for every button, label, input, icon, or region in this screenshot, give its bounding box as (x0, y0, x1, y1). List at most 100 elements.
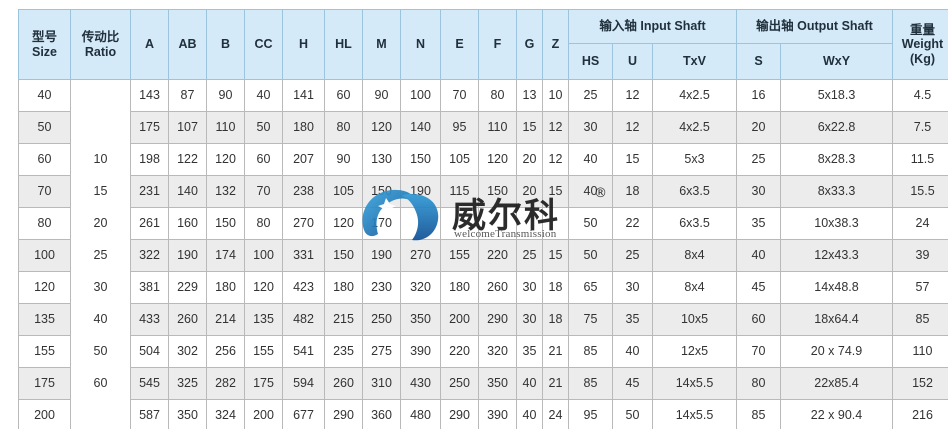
col-header-hl: HL (324, 9, 363, 80)
col-header-ratio: 传动比 Ratio (70, 9, 131, 80)
cell-b: 132 (206, 175, 245, 208)
ratio-value: 50 (93, 344, 108, 359)
cell-weight: 85 (892, 303, 948, 336)
cell-b: 324 (206, 399, 245, 429)
cell-f: 150 (478, 175, 517, 208)
col-header-weight-en: Weight (901, 37, 944, 52)
cell-f (478, 207, 517, 240)
cell-n: 390 (400, 335, 441, 368)
cell-h: 141 (282, 79, 325, 112)
cell-a: 231 (130, 175, 169, 208)
cell-ab: 350 (168, 399, 207, 429)
cell-hl: 180 (324, 271, 363, 304)
cell-s: 35 (736, 207, 781, 240)
cell-wxy: 10x38.3 (780, 207, 893, 240)
ratio-value: 25 (93, 248, 108, 263)
cell-u: 40 (612, 335, 653, 368)
col-header-a: A (130, 9, 169, 80)
cell-z: 24 (542, 399, 569, 429)
cell-h: 677 (282, 399, 325, 429)
cell-a: 198 (130, 143, 169, 176)
cell-size: 100 (18, 239, 71, 272)
col-header-z: Z (542, 9, 569, 80)
cell-f: 320 (478, 335, 517, 368)
cell-u: 25 (612, 239, 653, 272)
cell-hl: 80 (324, 111, 363, 144)
cell-hs: 95 (568, 399, 613, 429)
cell-e: 115 (440, 175, 479, 208)
cell-h: 207 (282, 143, 325, 176)
cell-wxy: 22x85.4 (780, 367, 893, 400)
cell-size: 155 (18, 335, 71, 368)
cell-g: 25 (516, 239, 543, 272)
cell-ab: 260 (168, 303, 207, 336)
cell-n: 350 (400, 303, 441, 336)
cell-s: 85 (736, 399, 781, 429)
cell-u: 30 (612, 271, 653, 304)
cell-e: 70 (440, 79, 479, 112)
cell-m: 130 (362, 143, 401, 176)
cell-e: 290 (440, 399, 479, 429)
cell-g: 30 (516, 303, 543, 336)
cell-a: 322 (130, 239, 169, 272)
cell-cc: 200 (244, 399, 283, 429)
cell-z: 12 (542, 143, 569, 176)
cell-m: 190 (362, 239, 401, 272)
cell-z: 12 (542, 111, 569, 144)
table-row: 200 587 350 324 200 677 290 360 480 290 390 40 24 95 5… (18, 399, 948, 429)
ratio-value: 10 (93, 152, 108, 167)
cell-a: 587 (130, 399, 169, 429)
cell-b: 150 (206, 207, 245, 240)
cell-g: 30 (516, 271, 543, 304)
cell-b: 180 (206, 271, 245, 304)
table-row: 100 25 322 190 174 100 331 150 190 270 155 220 25 15 5… (18, 239, 948, 272)
cell-weight: 216 (892, 399, 948, 429)
cell-b: 256 (206, 335, 245, 368)
cell-ab: 160 (168, 207, 207, 240)
col-header-e: E (440, 9, 479, 80)
cell-txv: 4x2.5 (652, 79, 737, 112)
cell-wxy: 12x43.3 (780, 239, 893, 272)
cell-weight: 110 (892, 335, 948, 368)
cell-size: 60 (18, 143, 71, 176)
cell-n: 100 (400, 79, 441, 112)
cell-a: 545 (130, 367, 169, 400)
cell-u: 18 (612, 175, 653, 208)
cell-hs: 30 (568, 111, 613, 144)
cell-f: 110 (478, 111, 517, 144)
cell-size: 175 (18, 367, 71, 400)
cell-u: 22 (612, 207, 653, 240)
cell-cc: 50 (244, 111, 283, 144)
cell-hs: 25 (568, 79, 613, 112)
cell-e: 155 (440, 239, 479, 272)
cell-u: 35 (612, 303, 653, 336)
cell-m: 230 (362, 271, 401, 304)
cell-a: 433 (130, 303, 169, 336)
cell-f: 350 (478, 367, 517, 400)
cell-txv: 6x3.5 (652, 207, 737, 240)
cell-size: 40 (18, 79, 71, 112)
cell-hl: 235 (324, 335, 363, 368)
cell-size: 120 (18, 271, 71, 304)
cell-ratio: 10 (70, 143, 131, 176)
cell-a: 175 (130, 111, 169, 144)
cell-s: 40 (736, 239, 781, 272)
col-header-cc: CC (244, 9, 283, 80)
cell-size: 135 (18, 303, 71, 336)
cell-s: 60 (736, 303, 781, 336)
cell-u: 12 (612, 79, 653, 112)
cell-hs: 65 (568, 271, 613, 304)
cell-hs: 50 (568, 207, 613, 240)
cell-ratio (70, 399, 131, 429)
cell-z: 21 (542, 335, 569, 368)
cell-e: 105 (440, 143, 479, 176)
cell-hl: 120 (324, 207, 363, 240)
cell-txv: 4x2.5 (652, 111, 737, 144)
cell-b: 90 (206, 79, 245, 112)
cell-s: 16 (736, 79, 781, 112)
cell-f: 80 (478, 79, 517, 112)
cell-txv: 14x5.5 (652, 367, 737, 400)
cell-ratio: 20 (70, 207, 131, 240)
cell-g (516, 207, 543, 240)
